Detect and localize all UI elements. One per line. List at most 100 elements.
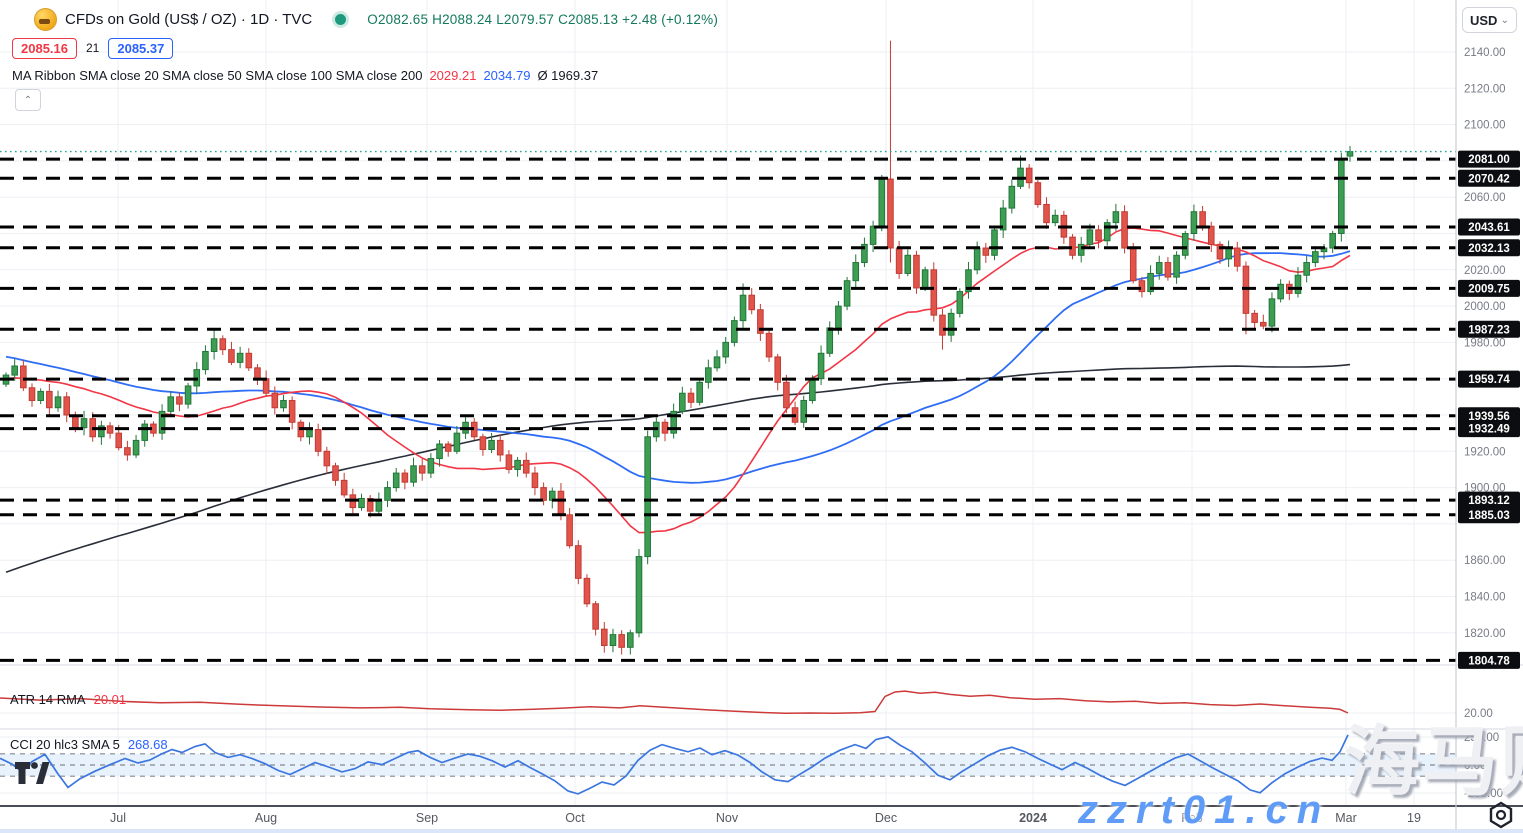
candle-body bbox=[739, 294, 747, 322]
atr-legend-row[interactable]: ATR 14 RMA 20.01 bbox=[10, 692, 126, 707]
candle-body bbox=[496, 439, 504, 456]
level-label-bg[interactable] bbox=[1458, 370, 1520, 388]
sma50-line bbox=[5, 250, 1351, 484]
symbol-title[interactable]: CFDs on Gold (US$ / OZ) · 1D · TVC bbox=[65, 10, 313, 28]
tradingview-logo-icon[interactable] bbox=[14, 760, 50, 786]
level-label-bg[interactable] bbox=[1458, 320, 1520, 338]
sma200-line bbox=[5, 363, 1351, 573]
candle-body bbox=[401, 472, 409, 483]
level-label-bg[interactable] bbox=[1458, 506, 1520, 524]
market-status-dot-icon[interactable] bbox=[332, 10, 350, 28]
level-label-bg[interactable] bbox=[1458, 218, 1520, 236]
level-label[interactable]: 1987.23 bbox=[1468, 324, 1510, 336]
cci-tick-label[interactable]: -250.00 bbox=[1464, 788, 1503, 800]
cci-tick-label[interactable]: 0.00 bbox=[1464, 760, 1486, 772]
level-label[interactable]: 2070.42 bbox=[1468, 173, 1510, 185]
candle-body bbox=[1207, 225, 1215, 245]
price-tick-label[interactable]: 2020.00 bbox=[1464, 265, 1506, 277]
time-axis-label[interactable]: Mar bbox=[1335, 811, 1357, 825]
ma-ribbon-legend: MA Ribbon SMA close 20 SMA close 50 SMA … bbox=[12, 67, 423, 83]
candle-body bbox=[1277, 283, 1284, 300]
ma-ribbon-legend-row[interactable]: MA Ribbon SMA close 20 SMA close 50 SMA … bbox=[12, 66, 598, 84]
time-axis-label[interactable]: Dec bbox=[875, 811, 897, 825]
candle-body bbox=[1225, 247, 1232, 260]
level-label-bg[interactable] bbox=[1458, 169, 1520, 187]
level-label-bg[interactable] bbox=[1458, 279, 1520, 297]
candle-body bbox=[1338, 158, 1345, 235]
level-label-bg[interactable] bbox=[1458, 491, 1520, 509]
level-label-bg[interactable] bbox=[1458, 407, 1520, 425]
candle-body bbox=[930, 269, 938, 316]
level-label-bg[interactable] bbox=[1458, 651, 1520, 669]
level-label[interactable]: 1959.74 bbox=[1468, 374, 1510, 386]
candle-body bbox=[479, 436, 487, 450]
candle-body bbox=[427, 458, 435, 474]
candle-body bbox=[63, 396, 70, 416]
price-tick-label[interactable]: 1840.00 bbox=[1464, 592, 1506, 604]
level-label[interactable]: 2043.61 bbox=[1468, 222, 1510, 234]
candle-body bbox=[1077, 243, 1085, 256]
candle-body bbox=[592, 603, 599, 630]
bid-price-button[interactable]: 2085.16 bbox=[12, 37, 77, 59]
level-label-bg[interactable] bbox=[1458, 239, 1520, 257]
ohlc-readout: O2082.65 H2088.24 L2079.57 C2085.13 +2.4… bbox=[367, 11, 719, 27]
candle-body bbox=[713, 356, 721, 369]
currency-selector[interactable]: USD ⌄ bbox=[1462, 7, 1517, 33]
level-label[interactable]: 1939.56 bbox=[1468, 411, 1510, 423]
price-tick-label[interactable]: 1820.00 bbox=[1464, 628, 1506, 640]
level-label[interactable]: 1893.12 bbox=[1468, 495, 1510, 507]
candle-body bbox=[722, 341, 729, 358]
candle-body bbox=[540, 487, 547, 501]
candle-body bbox=[583, 577, 591, 605]
time-axis-label[interactable]: Nov bbox=[716, 811, 739, 825]
time-axis-label[interactable]: Oct bbox=[565, 811, 585, 825]
camera-hexagon-icon[interactable] bbox=[1486, 800, 1516, 830]
cci-legend-row[interactable]: CCI 20 hlc3 SMA 5 268.68 bbox=[10, 737, 168, 752]
candle-body bbox=[921, 269, 929, 289]
candle-body bbox=[1303, 262, 1310, 276]
candle-body bbox=[1233, 247, 1241, 267]
ask-price-button[interactable]: 2085.37 bbox=[108, 37, 174, 59]
candle-body bbox=[618, 634, 625, 648]
candle-body bbox=[861, 243, 868, 264]
level-label[interactable]: 1932.49 bbox=[1468, 424, 1510, 436]
level-label-bg[interactable] bbox=[1458, 150, 1520, 168]
price-tick-label[interactable]: 2120.00 bbox=[1464, 83, 1506, 95]
price-tick-label[interactable]: 1920.00 bbox=[1464, 446, 1506, 458]
candle-body bbox=[817, 352, 825, 380]
price-tick-label[interactable]: 1860.00 bbox=[1464, 555, 1506, 567]
candle-body bbox=[1190, 211, 1198, 235]
candle-body bbox=[124, 447, 131, 456]
time-axis-label[interactable]: Aug bbox=[255, 811, 277, 825]
time-axis-label[interactable]: 2024 bbox=[1019, 811, 1047, 825]
level-label-bg[interactable] bbox=[1458, 420, 1520, 438]
chevron-down-icon: ⌄ bbox=[1500, 14, 1509, 26]
price-tick-label[interactable]: 2060.00 bbox=[1464, 192, 1506, 204]
time-axis-label[interactable]: Sep bbox=[416, 811, 438, 825]
level-label[interactable]: 2081.00 bbox=[1468, 154, 1510, 166]
level-label[interactable]: 2032.13 bbox=[1468, 243, 1510, 255]
price-tick-label[interactable]: 2000.00 bbox=[1464, 301, 1506, 313]
price-tick-label[interactable]: 2140.00 bbox=[1464, 47, 1506, 59]
candle-body bbox=[887, 178, 894, 249]
candle-body bbox=[444, 443, 452, 452]
level-label[interactable]: 2009.75 bbox=[1468, 283, 1510, 295]
time-axis-label[interactable]: Jul bbox=[110, 811, 126, 825]
cci-tick-label[interactable]: 250.00 bbox=[1464, 732, 1499, 744]
collapse-indicators-button[interactable]: ⌃ bbox=[15, 89, 41, 111]
candle-body bbox=[158, 410, 166, 434]
atr-tick-label[interactable]: 20.00 bbox=[1464, 708, 1493, 720]
level-label[interactable]: 1885.03 bbox=[1468, 510, 1510, 522]
candle-body bbox=[306, 429, 313, 438]
time-axis-label[interactable]: 19 bbox=[1407, 811, 1421, 825]
candle-body bbox=[436, 443, 443, 460]
level-label[interactable]: 1804.78 bbox=[1468, 655, 1510, 667]
candle-body bbox=[765, 332, 773, 358]
candle-body bbox=[1112, 211, 1120, 224]
sma50-value: 2034.79 bbox=[483, 67, 531, 83]
price-tick-label[interactable]: 2100.00 bbox=[1464, 120, 1506, 132]
time-axis-label[interactable]: Feb bbox=[1181, 811, 1203, 825]
page-bottom-strip bbox=[0, 829, 1523, 833]
price-tick-label[interactable]: 1980.00 bbox=[1464, 337, 1506, 349]
